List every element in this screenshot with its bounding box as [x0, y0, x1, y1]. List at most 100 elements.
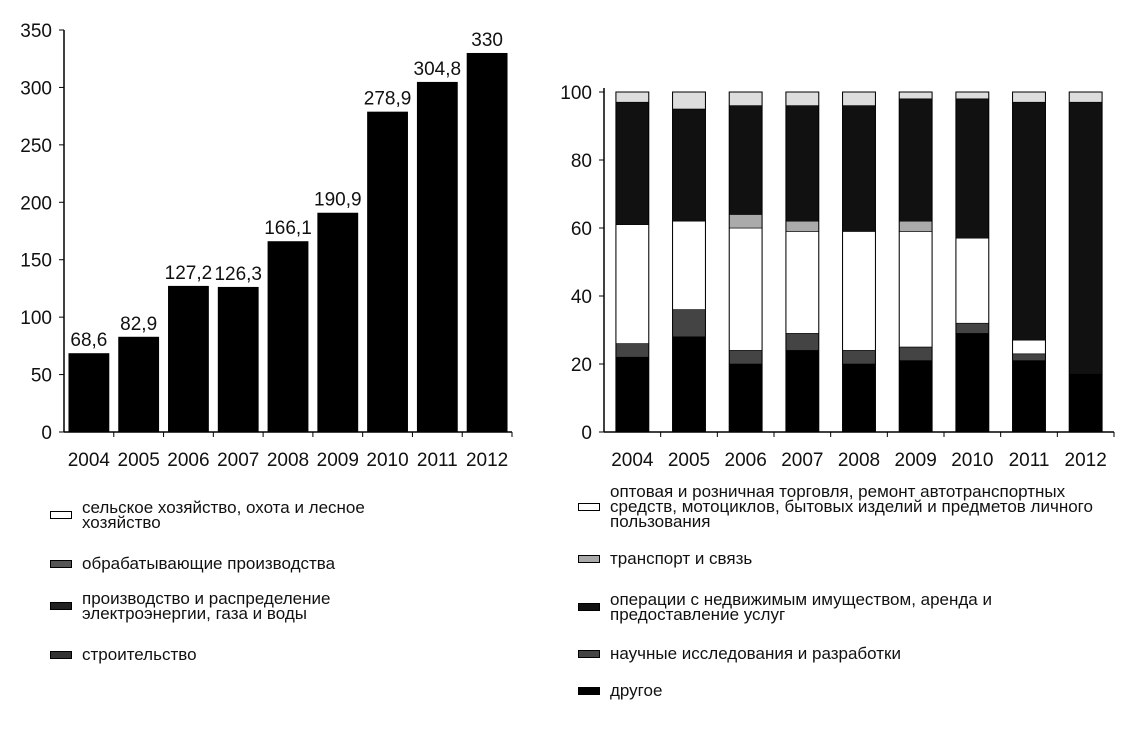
legend-swatch-utilities — [50, 602, 72, 610]
right-y-tick-label: 20 — [571, 355, 592, 376]
right-bar-outline — [1068, 91, 1103, 433]
right-x-tick-label: 2006 — [725, 450, 767, 471]
left-bar — [118, 336, 160, 432]
left-bar-value-label: 330 — [471, 30, 503, 51]
right-bar-outline — [785, 91, 820, 433]
left-chart-legend: сельское хозяйство, охота и лесное хозяй… — [50, 498, 480, 664]
legend-label-trade: оптовая и розничная торговля, ремонт авт… — [610, 482, 1093, 531]
right-stacked-segment — [898, 231, 933, 348]
right-x-tick-label: 2004 — [611, 450, 654, 471]
left-bar — [466, 52, 508, 432]
right-stacked-segment — [842, 350, 876, 365]
right-x-tick-label: 2010 — [951, 450, 993, 471]
right-bar-outline — [898, 91, 933, 433]
left-y-tick-label: 300 — [20, 78, 52, 99]
right-stacked-segment — [1012, 353, 1046, 361]
right-stacked-segment — [672, 91, 706, 110]
right-bar-outline — [842, 91, 876, 433]
right-stacked-segment — [955, 333, 990, 433]
right-y-tick-label: 40 — [571, 287, 592, 308]
left-x-tick-label: 2004 — [68, 450, 111, 471]
left-bar-value-label: 82,9 — [120, 314, 157, 335]
legend-item-real-estate: операции с недвижимым имуществом, аренда… — [578, 590, 1118, 624]
legend-item-manufacturing: обрабатывающие производства — [50, 555, 480, 572]
right-stacked-segment — [728, 105, 763, 215]
left-bar-value-label: 127,2 — [165, 263, 213, 284]
right-stacked-segment — [672, 336, 706, 433]
right-chart-legend: оптовая и розничная торговля, ремонт авт… — [578, 482, 1118, 700]
left-x-tick-label: 2011 — [417, 450, 458, 471]
left-bar-value-label: 68,6 — [70, 330, 107, 351]
right-bar-outline — [615, 91, 650, 433]
legend-swatch-other — [578, 686, 600, 695]
right-stacked-segment — [728, 350, 763, 365]
right-stacked-segment — [842, 363, 876, 433]
legend-label-real-estate: операции с недвижимым имуществом, аренда… — [610, 590, 992, 624]
right-stacked-segment — [955, 91, 990, 100]
right-stacked-segment — [842, 231, 876, 351]
legend-item-utilities: производство и распределение электроэнер… — [50, 589, 480, 623]
right-y-tick-label: 0 — [581, 423, 592, 444]
left-y-tick-label: 150 — [20, 251, 52, 272]
right-stacked-segment — [672, 220, 706, 310]
right-stacked-segment — [785, 231, 820, 334]
left-y-tick-label: 200 — [20, 193, 52, 214]
right-x-tick-label: 2011 — [1009, 450, 1050, 471]
left-bar — [317, 212, 359, 432]
left-bar-value-label: 126,3 — [214, 264, 262, 285]
legend-swatch-transport — [578, 554, 600, 563]
right-x-tick-label: 2008 — [838, 450, 880, 471]
legend-label-construction: строительство — [82, 645, 197, 664]
legend-item-transport: транспорт и связь — [578, 549, 1118, 568]
right-stacked-segment — [1068, 101, 1103, 375]
legend-item-agriculture: сельское хозяйство, охота и лесное хозяй… — [50, 498, 480, 532]
legend-swatch-trade — [578, 502, 600, 511]
right-stacked-segment — [955, 322, 990, 334]
left-y-tick-label: 250 — [20, 136, 52, 157]
legend-item-other: другое — [578, 681, 1118, 700]
legend-swatch-agriculture — [50, 511, 72, 519]
legend-label-transport: транспорт и связь — [610, 549, 753, 568]
left-x-tick-label: 2005 — [118, 450, 160, 471]
right-stacked-segment — [785, 220, 820, 232]
right-x-tick-label: 2012 — [1065, 450, 1107, 471]
right-stacked-segment — [1012, 91, 1046, 103]
left-bar-value-label: 166,1 — [264, 218, 312, 239]
right-stacked-segment — [898, 360, 933, 433]
left-x-tick-label: 2008 — [267, 450, 309, 471]
left-bar-value-label: 190,9 — [314, 190, 362, 211]
legend-item-research: научные исследования и разработки — [578, 644, 1118, 663]
right-stacked-segment — [1012, 339, 1046, 355]
legend-swatch-manufacturing — [50, 559, 72, 568]
right-x-tick-label: 2005 — [668, 450, 710, 471]
legend-label-other: другое — [610, 681, 663, 700]
legend-swatch-construction — [50, 650, 72, 659]
left-y-tick-label: 350 — [20, 21, 52, 42]
right-stacked-segment — [898, 346, 933, 361]
left-bar — [267, 241, 309, 432]
legend-label-utilities: производство и распределение электроэнер… — [82, 589, 331, 623]
left-bar-value-label: 278,9 — [364, 89, 412, 110]
right-stacked-segment — [728, 227, 763, 351]
right-bar-outline — [955, 91, 990, 433]
left-x-tick-label: 2009 — [317, 450, 359, 471]
right-stacked-segment — [728, 91, 763, 106]
right-stacked-segment — [1068, 373, 1103, 433]
legend-label-agriculture: сельское хозяйство, охота и лесное хозяй… — [82, 498, 365, 532]
legend-swatch-real-estate — [578, 603, 600, 611]
right-stacked-segment — [955, 237, 990, 324]
right-bar-outline — [672, 91, 706, 433]
left-x-tick-label: 2010 — [366, 450, 408, 471]
right-stacked-segment — [728, 363, 763, 433]
legend-label-research: научные исследования и разработки — [610, 644, 901, 663]
left-bar — [217, 286, 259, 432]
right-y-tick-label: 80 — [571, 151, 592, 172]
left-x-tick-label: 2012 — [466, 450, 508, 471]
right-stacked-segment — [898, 91, 933, 100]
right-stacked-segment — [785, 105, 820, 222]
left-y-tick-label: 100 — [20, 308, 52, 329]
right-stacked-segment — [615, 101, 650, 225]
right-x-tick-label: 2007 — [781, 450, 823, 471]
right-bar-outline — [728, 91, 763, 433]
